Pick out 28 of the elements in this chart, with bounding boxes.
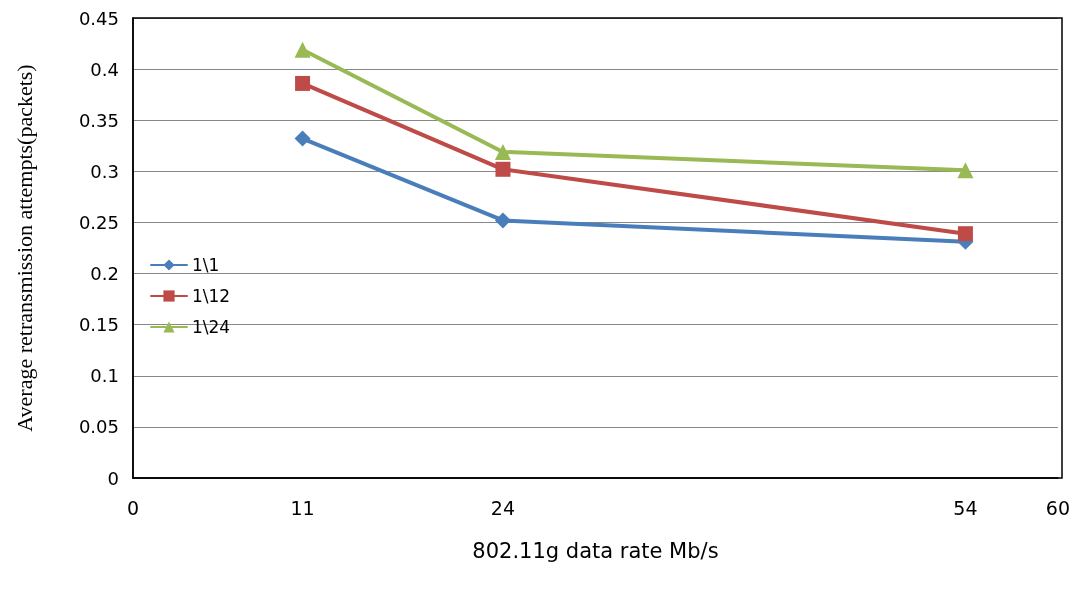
point	[494, 212, 511, 229]
x-tick-label: 11	[290, 496, 315, 519]
point	[295, 75, 311, 91]
y-tick-label: 0.35	[78, 109, 119, 131]
point	[294, 41, 311, 58]
legend-label: 1\12	[192, 286, 231, 306]
y-tick-label: 0.25	[78, 211, 119, 233]
y-tick-label: 0.4	[90, 58, 119, 80]
y-tick-label: 0.45	[78, 7, 119, 29]
point	[495, 161, 511, 177]
x-tick-label: 24	[490, 496, 516, 519]
point	[957, 162, 974, 179]
y-tick-label: 0.05	[78, 416, 119, 438]
point	[957, 226, 973, 242]
y-tick-label: 0.3	[90, 160, 119, 182]
x-tick-label: 54	[953, 496, 978, 519]
point	[494, 143, 511, 160]
x-tick-label: 60	[1045, 496, 1071, 519]
point	[294, 130, 311, 147]
legend-label: 1\1	[192, 255, 220, 275]
legend-label: 1\24	[192, 317, 231, 337]
y-axis-title: Average retransmission attempts(packets)	[11, 64, 37, 432]
y-tick-label: 0	[107, 467, 119, 489]
x-axis-title: 802.11g data rate Mb/s	[472, 538, 719, 563]
y-tick-label: 0.2	[90, 263, 119, 285]
y-tick-label: 0.15	[78, 314, 119, 336]
x-tick-label: 0	[126, 496, 140, 519]
y-tick-label: 0.1	[90, 365, 119, 387]
